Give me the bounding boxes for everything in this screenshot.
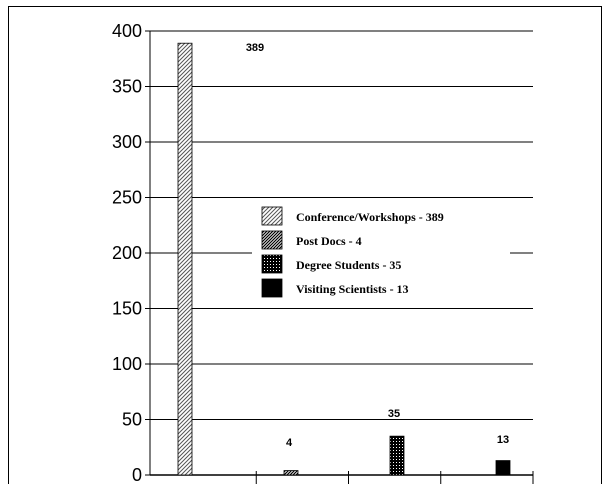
y-tick-label: 50 — [122, 410, 142, 430]
y-tick-label: 300 — [112, 132, 142, 152]
axes — [145, 30, 534, 484]
bar-visiting-scientists — [495, 460, 511, 476]
y-tick-label: 350 — [112, 77, 142, 97]
bar-degree-students — [389, 435, 405, 476]
bars — [177, 42, 511, 476]
legend-swatch — [261, 206, 283, 226]
bar-conference-workshops — [177, 42, 193, 476]
data-label: 13 — [497, 434, 509, 446]
y-tick-label: 400 — [112, 21, 142, 41]
y-tick-label: 100 — [112, 354, 142, 374]
y-tick-label: 0 — [132, 465, 142, 484]
chart-frame — [8, 6, 602, 484]
legend-label: Conference/Workshops - 389 — [296, 210, 444, 224]
bar-post-docs — [283, 470, 299, 476]
y-tick-label: 200 — [112, 243, 142, 263]
legend-swatch — [261, 230, 283, 250]
legend-label: Degree Students - 35 — [296, 258, 401, 272]
y-tick-label: 250 — [112, 188, 142, 208]
legend-label: Post Docs - 4 — [296, 234, 362, 248]
data-labels: 389 4 35 13 — [246, 42, 509, 449]
y-axis-tick-labels: 0 50 100 150 200 250 300 350 400 — [112, 21, 142, 484]
legend-label: Visiting Scientists - 13 — [296, 282, 409, 296]
legend: Conference/Workshops - 389 Post Docs - 4 D… — [252, 201, 510, 305]
data-label: 35 — [388, 408, 400, 420]
data-label: 4 — [286, 437, 293, 449]
legend-swatch — [261, 254, 283, 274]
legend-background — [252, 201, 510, 305]
y-tick-label: 150 — [112, 299, 142, 319]
legend-swatch — [261, 278, 283, 298]
data-label: 389 — [246, 42, 264, 54]
